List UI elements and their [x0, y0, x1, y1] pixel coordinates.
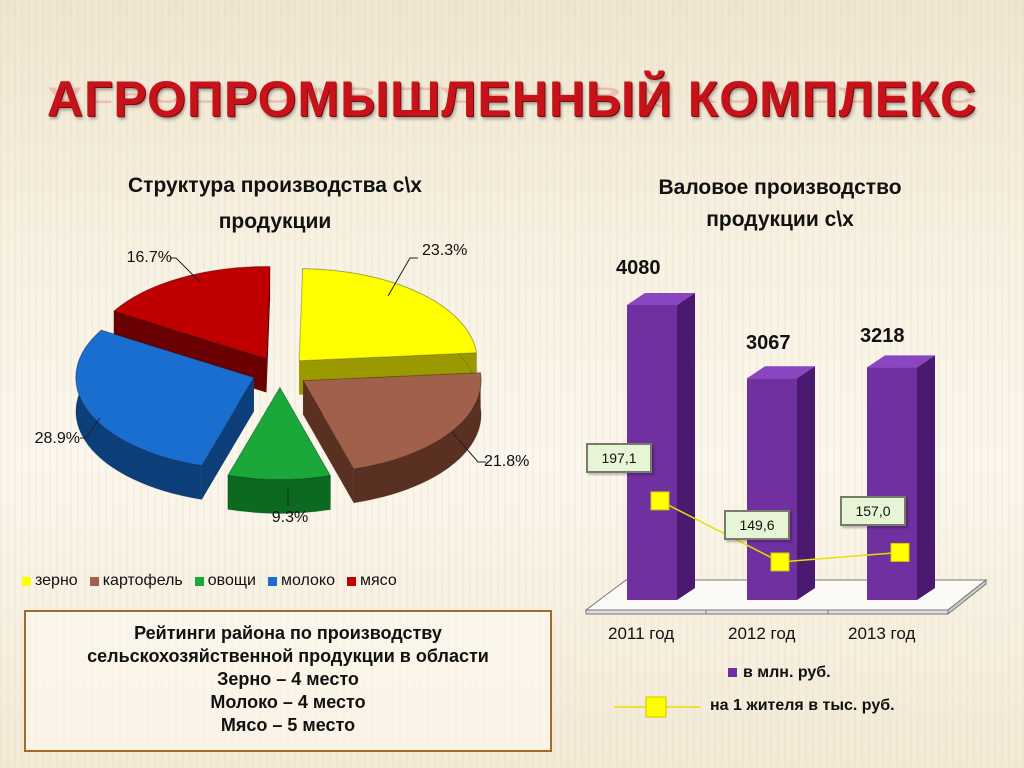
pie-slice-овощи: [227, 386, 332, 514]
pie-legend-item-овощи: овощи: [194, 572, 256, 590]
x-tick-label: 2013 год: [848, 624, 916, 643]
pie-legend-item-мясо: мясо: [347, 572, 397, 590]
pie-legend-label: мясо: [360, 572, 397, 589]
pie-legend-item-молоко: молоко: [267, 572, 335, 590]
bar-2013 год: [867, 355, 935, 600]
pie-chart: 23.3% 21.8% 9.3% 28.9% 16.7%: [35, 242, 530, 526]
bar-value-label: 3067: [746, 332, 791, 355]
bar-value-label: 3218: [860, 325, 905, 348]
pie-legend-item-картофель: картофель: [89, 572, 183, 590]
bar-2012 год: [747, 366, 815, 600]
ratings-line: Мясо – 5 место: [220, 715, 356, 735]
legend-swatch-icon: [194, 576, 204, 586]
per-capita-value-box: 157,0: [840, 496, 906, 527]
ratings-box: Рейтинги района по производству сельскохо…: [24, 610, 552, 752]
ratings-line: Молоко – 4 место: [210, 692, 366, 712]
pie-slice-картофель: [302, 372, 482, 504]
ratings-line: Зерно – 4 место: [217, 669, 359, 689]
pie-label-мясо: 16.7%: [127, 249, 172, 266]
bar-chart: [627, 293, 935, 600]
pie-legend-label: картофель: [102, 572, 183, 589]
bar-chart-title: Валовое производство продукции с\х: [590, 172, 970, 236]
line-marker: [770, 552, 790, 572]
legend-swatch-icon: [22, 576, 31, 586]
bar-legend-swatch-icon: [728, 668, 737, 677]
bar-legend-line-label: на 1 жителя в тыс. руб.: [710, 697, 895, 714]
pie-slice-молоко: [75, 329, 255, 501]
bar-legend-bars: в млн. руб.: [728, 664, 831, 682]
legend-swatch-icon: [89, 576, 99, 586]
x-tick-label: 2012 год: [728, 624, 796, 643]
pie-leader-line: [170, 257, 201, 283]
slide-title: АГРОПРОМЫШЛЕННЫЙ КОМПЛЕКС: [46, 71, 978, 127]
bar-value-label: 4080: [616, 257, 661, 279]
pie-leader-line: [387, 257, 418, 297]
pie-title-line-1: Структура производства с\х: [128, 174, 422, 197]
per-capita-value-box: 197,1: [586, 442, 652, 473]
x-tick-label: 2011 год: [608, 624, 675, 643]
per-capita-value-box: 149,6: [724, 509, 790, 540]
bar-title-line-1: Валовое производство: [658, 176, 902, 199]
pie-label-овощи: 9.3%: [272, 509, 308, 526]
pie-legend-label: овощи: [207, 572, 256, 589]
pie-label-картофель: 21.8%: [484, 453, 529, 470]
legend-swatch-icon: [347, 576, 356, 586]
pie-chart-title: Структура производства с\х продукции: [40, 168, 510, 240]
line-marker: [650, 491, 670, 511]
pie-title-line-2: продукции: [218, 210, 332, 233]
bar-legend-bars-label: в млн. руб.: [743, 664, 831, 681]
pie-legend-label: зерно: [35, 572, 78, 589]
ratings-line: сельскохозяйственной продукции в области: [87, 646, 489, 666]
ratings-line: Рейтинги района по производству: [134, 623, 442, 643]
per-capita-line: [650, 491, 910, 572]
bar-2011 год: [627, 293, 695, 600]
pie-leader-line: [451, 431, 486, 463]
bar-legend-line: на 1 жителя в тыс. руб.: [710, 697, 895, 715]
bar-title-line-2: продукции с\х: [706, 208, 854, 231]
pie-slice-мясо: [112, 266, 271, 393]
pie-legend: зерно картофель овощи молоко мясо: [22, 572, 542, 590]
pie-legend-label: молоко: [280, 572, 335, 589]
pie-leader-line: [80, 417, 101, 439]
pie-legend-item-зерно: зерно: [22, 572, 78, 590]
line-marker: [890, 542, 910, 562]
pie-label-молоко: 28.9%: [35, 430, 80, 447]
pie-label-зерно: 23.3%: [422, 242, 467, 259]
line-legend-marker-icon: [614, 696, 700, 718]
legend-swatch-icon: [267, 576, 277, 586]
